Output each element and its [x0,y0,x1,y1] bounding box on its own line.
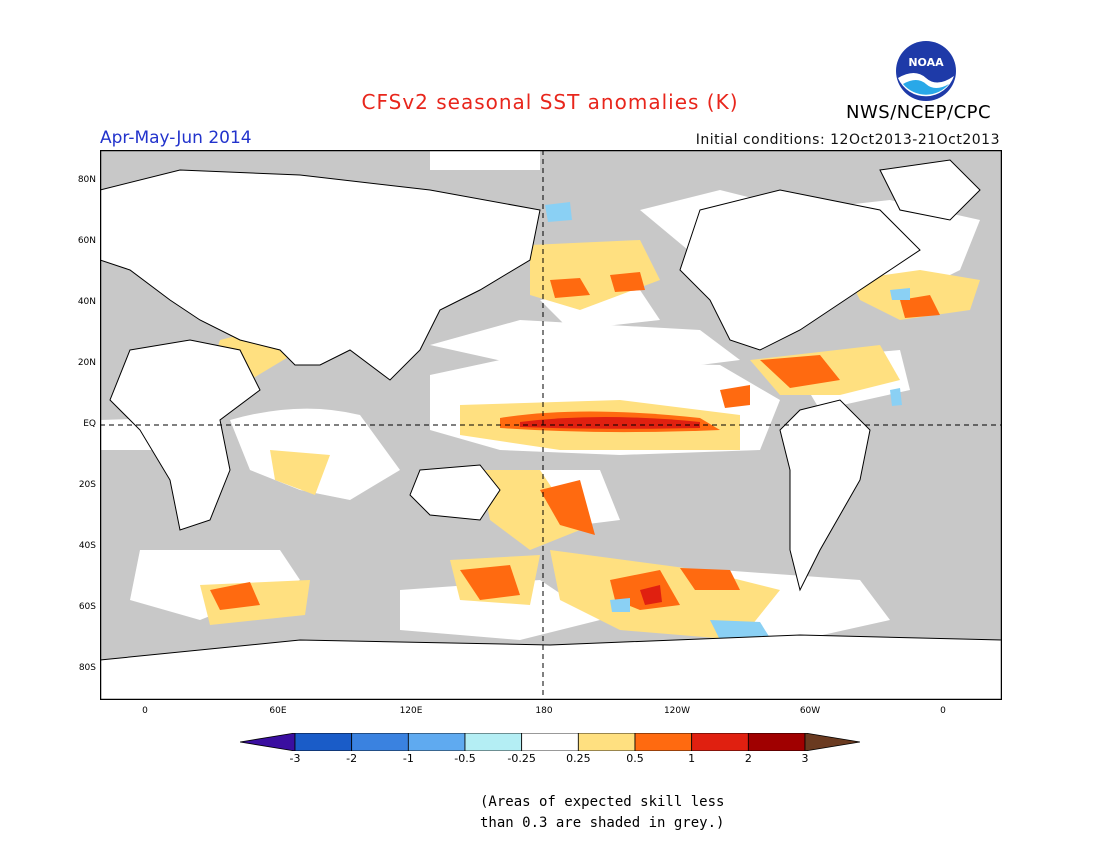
sst-anomaly-map [100,150,1002,700]
chart-title: CFSv2 seasonal SST anomalies (K) [361,90,739,114]
colorbar-label: 0.25 [566,752,591,765]
colorbar-swatch [577,733,636,751]
colorbar-swatch [521,733,579,751]
footnote-line-2: than 0.3 are shaded in grey.) [480,815,725,831]
x-tick-label: 60E [269,706,287,716]
x-tick-label: 120W [663,706,691,716]
colorbar-label: 2 [744,752,752,765]
y-tick-label: 60N [77,236,96,246]
cold-anomaly [545,202,910,640]
colorbar-label: 3 [801,752,809,765]
map-frame [100,150,1002,700]
noaa-logo: NOAA [896,41,956,101]
colorbar-swatch [747,733,806,751]
colorbar-swatch [351,733,409,751]
y-tick-label: EQ [83,419,96,429]
y-tick-label: 20N [77,358,96,368]
colorbar-label: 1 [688,752,696,765]
y-tick-label: 80S [78,663,96,673]
y-tick-label: 40S [78,541,96,551]
initial-conditions-label: Initial conditions: 12Oct2013-21Oct2013 [695,132,1000,148]
land [100,159,1002,700]
skill-footnote: (Areas of expected skill less than 0.3 a… [480,792,724,834]
colorbar-label: 0.5 [626,752,644,765]
colorbar-label: -2 [346,752,358,765]
colorbar-min-arrow [240,733,296,751]
colorbar-swatch [407,733,466,751]
colorbar [240,733,860,751]
x-tick-label: 120E [399,706,423,716]
y-tick-label: 80N [77,175,96,185]
x-tick-label: 60W [799,706,821,716]
season-label: Apr-May-Jun 2014 [100,128,252,148]
y-tick-label: 40N [77,297,96,307]
x-tick-label: 0 [940,706,946,716]
colorbar-swatch [294,733,353,751]
svg-text:NOAA: NOAA [908,56,944,69]
y-tick-label: 60S [78,602,96,612]
agency-label: NWS/NCEP/CPC [846,102,992,123]
x-tick-label: 0 [142,706,148,716]
colorbar-swatch [691,733,749,751]
warm-anomaly-strong [520,417,700,605]
colorbar-swatch [634,733,693,751]
y-tick-label: 20S [78,480,96,490]
colorbar-label: -0.25 [507,752,536,765]
colorbar-label: -0.5 [454,752,476,765]
colorbar-swatch [464,733,523,751]
x-tick-label: 180 [535,706,553,716]
colorbar-label: -1 [402,752,414,765]
footnote-line-1: (Areas of expected skill less [480,794,725,810]
colorbar-label: -3 [289,752,301,765]
colorbar-max-arrow [804,733,860,751]
